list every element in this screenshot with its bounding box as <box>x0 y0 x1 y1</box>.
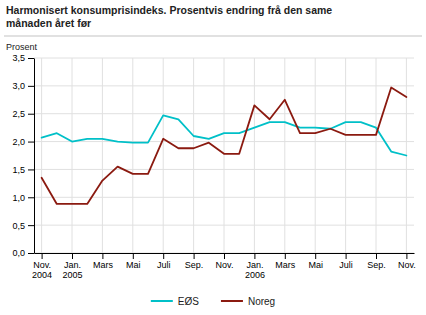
legend-swatch <box>221 300 243 302</box>
legend-item: EØS <box>151 296 199 307</box>
grid-line-x <box>284 58 285 253</box>
x-tick: Juli <box>157 253 171 270</box>
legend-swatch <box>151 300 173 302</box>
title: Harmonisert konsumprisindeks. Prosentvis… <box>6 4 332 29</box>
y-tick-label: 3,5 <box>12 53 25 63</box>
grid-line-x <box>254 58 255 253</box>
x-tick: Nov.2004 <box>32 253 52 280</box>
grid-line-x <box>315 58 316 253</box>
x-tick: Nov. <box>398 253 416 270</box>
y-tick-mark <box>28 58 34 59</box>
y-tick-label: 1,0 <box>12 193 25 203</box>
x-tick-mark <box>163 253 164 259</box>
grid-line-x <box>132 58 133 253</box>
x-tick-label: Nov.2004 <box>32 260 52 280</box>
x-tick-mark <box>224 253 225 259</box>
x-tick-label: Jan.2005 <box>62 260 82 280</box>
y-tick: 2,5 <box>12 109 34 119</box>
legend: EØS Noreg <box>151 296 275 307</box>
x-tick-label: Jan.2006 <box>245 260 265 280</box>
x-tick-mark <box>346 253 347 259</box>
grid-line-x <box>72 58 73 253</box>
y-tick-mark <box>28 197 34 198</box>
grid-line-x <box>193 58 194 253</box>
grid-line-x <box>102 58 103 253</box>
grid-line-x <box>163 58 164 253</box>
x-tick-mark <box>72 253 73 259</box>
title-rule <box>4 36 422 37</box>
y-tick-label: 2,0 <box>12 137 25 147</box>
legend-item: Noreg <box>221 296 275 307</box>
x-tick: Nov. <box>216 253 234 270</box>
grid-line-x <box>41 58 42 253</box>
y-tick-mark <box>28 114 34 115</box>
x-tick-mark <box>254 253 255 259</box>
y-tick-label: 0,0 <box>12 248 25 258</box>
y-tick-mark <box>28 86 34 87</box>
x-tick: Sep. <box>367 253 386 270</box>
y-tick-mark <box>28 169 34 170</box>
grid-line-x <box>224 58 225 253</box>
grid-line-x <box>345 58 346 253</box>
series-line <box>42 88 407 204</box>
x-tick: Juli <box>339 253 353 270</box>
y-axis-title: Prosent <box>6 42 38 52</box>
x-tick-label: Sep. <box>185 260 204 270</box>
x-tick-mark <box>42 253 43 259</box>
x-tick-label: Nov. <box>216 260 234 270</box>
x-tick-label: Juli <box>157 260 171 270</box>
x-tick-label: Nov. <box>398 260 416 270</box>
x-tick-label: Mai <box>126 260 141 270</box>
y-tick-mark <box>28 225 34 226</box>
y-tick-mark <box>28 253 34 254</box>
x-tick: Mai <box>126 253 141 270</box>
plot: 0,0 0,5 1,0 1,5 2,0 2,5 3,0 3,5 Nov.2004 Jan.2005… <box>12 53 415 280</box>
x-tick: Mai <box>308 253 323 270</box>
x-tick-mark <box>102 253 103 259</box>
x-tick: Mars <box>93 253 113 270</box>
y-tick: 1,5 <box>12 165 34 175</box>
y-tick: 0,5 <box>12 221 34 231</box>
y-tick-label: 2,5 <box>12 109 25 119</box>
y-tick: 2,0 <box>12 137 34 147</box>
x-tick-mark <box>376 253 377 259</box>
y-tick: 3,5 <box>12 53 34 63</box>
y-tick-label: 0,5 <box>12 221 25 231</box>
grid-line-x <box>376 58 377 253</box>
y-tick: 1,0 <box>12 193 34 203</box>
chart: Harmonisert konsumprisindeks. Prosentvis… <box>0 0 426 315</box>
x-tick: Sep. <box>185 253 204 270</box>
y-tick: 3,0 <box>12 81 34 91</box>
x-tick-label: Mai <box>308 260 323 270</box>
lines <box>42 88 407 204</box>
x-tick-label: Juli <box>339 260 353 270</box>
y-axis: 0,0 0,5 1,0 1,5 2,0 2,5 3,0 3,5 <box>12 53 34 258</box>
x-tick-mark <box>285 253 286 259</box>
x-tick-mark <box>133 253 134 259</box>
x-tick-label: Mars <box>275 260 295 270</box>
x-tick-mark <box>406 253 407 259</box>
x-tick: Jan.2005 <box>62 253 82 280</box>
x-tick: Jan.2006 <box>245 253 265 280</box>
x-tick-label: Mars <box>93 260 113 270</box>
y-tick-label: 1,5 <box>12 165 25 175</box>
y-tick-label: 3,0 <box>12 81 25 91</box>
x-axis: Nov.2004 Jan.2005 Mars Mai Juli Sep. Nov. Jan.2… <box>32 253 416 280</box>
legend-label: Noreg <box>248 296 275 307</box>
legend-label: EØS <box>178 296 199 307</box>
x-tick-mark <box>194 253 195 259</box>
x-tick-label: Sep. <box>367 260 386 270</box>
y-tick: 0,0 <box>12 248 34 258</box>
x-tick: Mars <box>275 253 295 270</box>
x-tick-mark <box>315 253 316 259</box>
y-axis-line <box>34 59 35 254</box>
y-tick-mark <box>28 142 34 143</box>
grid <box>34 58 414 253</box>
